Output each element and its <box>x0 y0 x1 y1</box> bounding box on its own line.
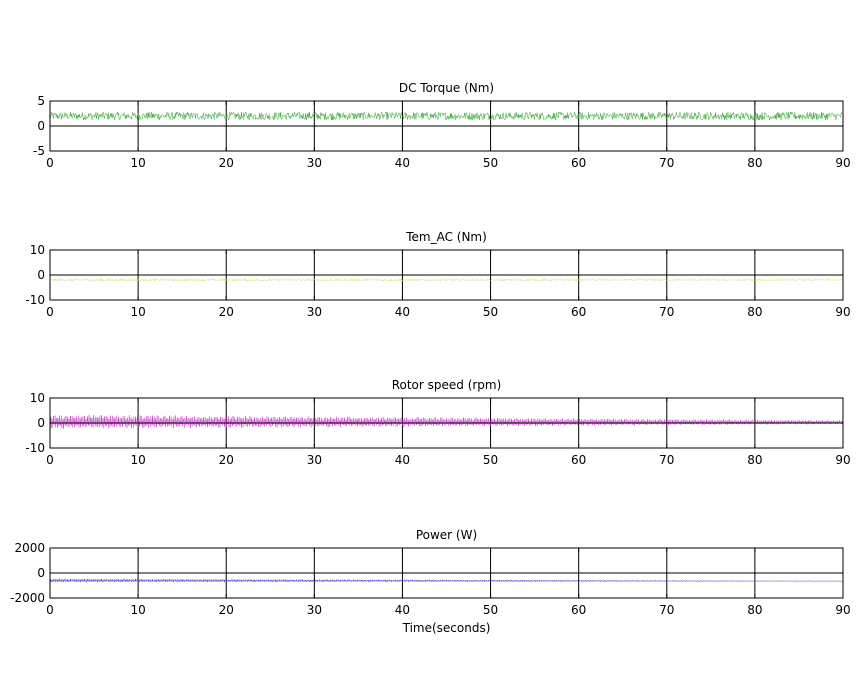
series-line <box>49 578 844 584</box>
x-tick-label: 70 <box>659 603 674 617</box>
x-tick-label: 60 <box>571 305 586 319</box>
y-tick-label: 5 <box>37 94 45 108</box>
y-tick-label: 0 <box>37 416 45 430</box>
subplot-title: Power (W) <box>416 528 477 542</box>
x-tick-label: 80 <box>747 305 762 319</box>
x-tick-label: 80 <box>747 156 762 170</box>
y-tick-label: 2000 <box>14 541 45 555</box>
y-tick-label: 0 <box>37 119 45 133</box>
x-tick-label: 30 <box>307 603 322 617</box>
x-tick-label: 30 <box>307 305 322 319</box>
x-tick-label: 80 <box>747 603 762 617</box>
x-tick-label: 0 <box>46 603 54 617</box>
series-line <box>49 414 844 429</box>
x-tick-label: 60 <box>571 603 586 617</box>
y-tick-label: -5 <box>33 144 45 158</box>
x-tick-label: 20 <box>219 305 234 319</box>
x-tick-label: 40 <box>395 305 410 319</box>
x-tick-label: 10 <box>130 305 145 319</box>
x-tick-label: 30 <box>307 453 322 467</box>
x-tick-label: 90 <box>835 305 850 319</box>
y-tick-label: 10 <box>30 391 45 405</box>
x-tick-label: 40 <box>395 156 410 170</box>
x-tick-label: 20 <box>219 603 234 617</box>
y-tick-label: 0 <box>37 268 45 282</box>
x-tick-label: 30 <box>307 156 322 170</box>
x-tick-label: 60 <box>571 453 586 467</box>
x-tick-label: 90 <box>835 453 850 467</box>
x-axis-label: Time(seconds) <box>402 621 491 635</box>
y-tick-label: -2000 <box>10 591 45 605</box>
x-tick-label: 20 <box>219 156 234 170</box>
series-line <box>49 111 843 121</box>
x-tick-label: 10 <box>130 453 145 467</box>
x-tick-label: 70 <box>659 305 674 319</box>
x-tick-label: 0 <box>46 453 54 467</box>
subplot-3: Rotor speed (rpm)0 10 20 30 40 50 60 70 80 90100-… <box>25 378 850 467</box>
subplot-4: Power (W)0 10 20 30 40 50 60 70 80 9020000-2000Ti… <box>10 528 851 635</box>
x-tick-label: 40 <box>395 453 410 467</box>
x-tick-label: 50 <box>483 603 498 617</box>
x-tick-label: 60 <box>571 156 586 170</box>
x-tick-label: 20 <box>219 453 234 467</box>
x-tick-label: 50 <box>483 305 498 319</box>
x-tick-label: 10 <box>130 603 145 617</box>
x-tick-label: 90 <box>835 603 850 617</box>
y-tick-label: -10 <box>25 441 45 455</box>
x-tick-label: 70 <box>659 156 674 170</box>
x-tick-label: 0 <box>46 156 54 170</box>
x-tick-label: 10 <box>130 156 145 170</box>
subplot-title: DC Torque (Nm) <box>399 81 494 95</box>
subplot-title: Rotor speed (rpm) <box>392 378 502 392</box>
x-tick-label: 40 <box>395 603 410 617</box>
y-tick-label: 0 <box>37 566 45 580</box>
y-tick-label: 10 <box>30 243 45 257</box>
x-tick-label: 0 <box>46 305 54 319</box>
x-tick-label: 80 <box>747 453 762 467</box>
x-tick-label: 70 <box>659 453 674 467</box>
x-tick-label: 90 <box>835 156 850 170</box>
subplot-title: Tem_AC (Nm) <box>405 230 487 244</box>
x-tick-label: 50 <box>483 453 498 467</box>
x-tick-label: 50 <box>483 156 498 170</box>
series-line <box>49 277 844 283</box>
y-tick-label: -10 <box>25 293 45 307</box>
